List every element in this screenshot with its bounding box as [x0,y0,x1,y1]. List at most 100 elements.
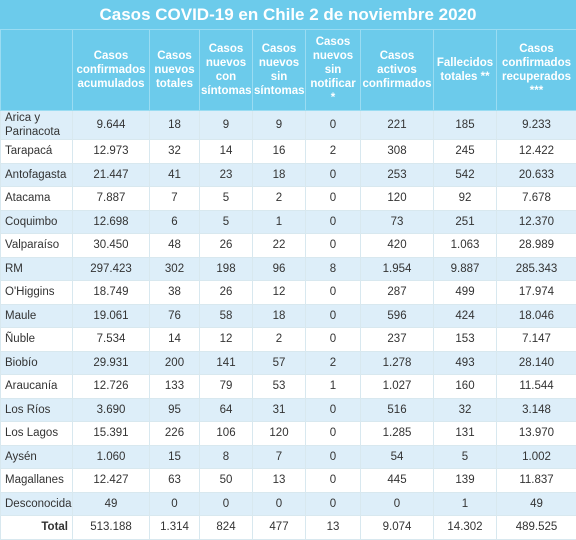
table-cell: 49 [73,492,150,516]
table-cell: 58 [200,304,253,328]
table-cell: 0 [200,492,253,516]
table-cell: 14 [200,140,253,164]
table-cell: 139 [434,469,497,493]
table-cell: 22 [253,234,306,258]
table-cell: 18.749 [73,281,150,305]
region-name: Valparaíso [1,234,73,258]
table-cell: 0 [306,163,361,187]
table-cell: 14 [150,328,200,352]
region-name: Los Lagos [1,422,73,446]
table-cell: 15 [150,445,200,469]
column-header: Casos nuevos con síntomas [200,30,253,111]
table-cell: 596 [361,304,434,328]
table-cell: 0 [306,422,361,446]
table-cell: 50 [200,469,253,493]
table-cell: 12 [200,328,253,352]
table-cell: 3.148 [497,398,576,422]
table-cell: 8 [306,257,361,281]
table-cell: 9.887 [434,257,497,281]
table-cell: 120 [253,422,306,446]
table-cell: 7.678 [497,187,576,211]
table-cell: 0 [306,445,361,469]
table-cell: 445 [361,469,434,493]
table-cell: 73 [361,210,434,234]
column-header: Casos nuevos sin síntomas [253,30,306,111]
table-cell: 7.147 [497,328,576,352]
region-name: O'Higgins [1,281,73,305]
table-cell: 17.974 [497,281,576,305]
region-name: Antofagasta [1,163,73,187]
table-cell: 13 [253,469,306,493]
total-cell: 824 [200,516,253,540]
table-cell: 0 [253,492,306,516]
table-cell: 198 [200,257,253,281]
table-cell: 12.973 [73,140,150,164]
table-cell: 29.931 [73,351,150,375]
table-cell: 0 [306,210,361,234]
table-cell: 41 [150,163,200,187]
region-name: Aysén [1,445,73,469]
table-cell: 120 [361,187,434,211]
table-cell: 7 [150,187,200,211]
table-cell: 12.422 [497,140,576,164]
table-cell: 185 [434,111,497,140]
table-cell: 12.370 [497,210,576,234]
table-cell: 106 [200,422,253,446]
table-cell: 12.698 [73,210,150,234]
total-label: Total [1,516,73,540]
total-cell: 489.525 [497,516,576,540]
table-cell: 9 [253,111,306,140]
table-cell: 0 [306,398,361,422]
region-name: Biobío [1,351,73,375]
table-cell: 64 [200,398,253,422]
table-cell: 285.343 [497,257,576,281]
table-cell: 0 [306,469,361,493]
table-cell: 2 [306,140,361,164]
table-cell: 21.447 [73,163,150,187]
table-cell: 28.140 [497,351,576,375]
table-cell: 48 [150,234,200,258]
table-cell: 0 [361,492,434,516]
region-name: Arica y Parinacota [1,111,73,140]
table-cell: 0 [150,492,200,516]
region-name: Desconocida [1,492,73,516]
table-cell: 0 [306,234,361,258]
table-cell: 32 [150,140,200,164]
region-name: Atacama [1,187,73,211]
region-name: Los Ríos [1,398,73,422]
table-cell: 92 [434,187,497,211]
table-cell: 63 [150,469,200,493]
table-cell: 131 [434,422,497,446]
table-cell: 19.061 [73,304,150,328]
table-cell: 53 [253,375,306,399]
table-cell: 160 [434,375,497,399]
table-cell: 424 [434,304,497,328]
table-title: Casos COVID-19 en Chile 2 de noviembre 2… [0,0,576,29]
table-cell: 49 [497,492,576,516]
table-cell: 28.989 [497,234,576,258]
table-cell: 15.391 [73,422,150,446]
table-cell: 23 [200,163,253,187]
table-cell: 6 [150,210,200,234]
table-cell: 26 [200,234,253,258]
table-cell: 26 [200,281,253,305]
header-region [1,30,73,111]
table-cell: 226 [150,422,200,446]
region-name: Magallanes [1,469,73,493]
region-name: Tarapacá [1,140,73,164]
table-cell: 493 [434,351,497,375]
table-cell: 8 [200,445,253,469]
table-cell: 0 [306,111,361,140]
